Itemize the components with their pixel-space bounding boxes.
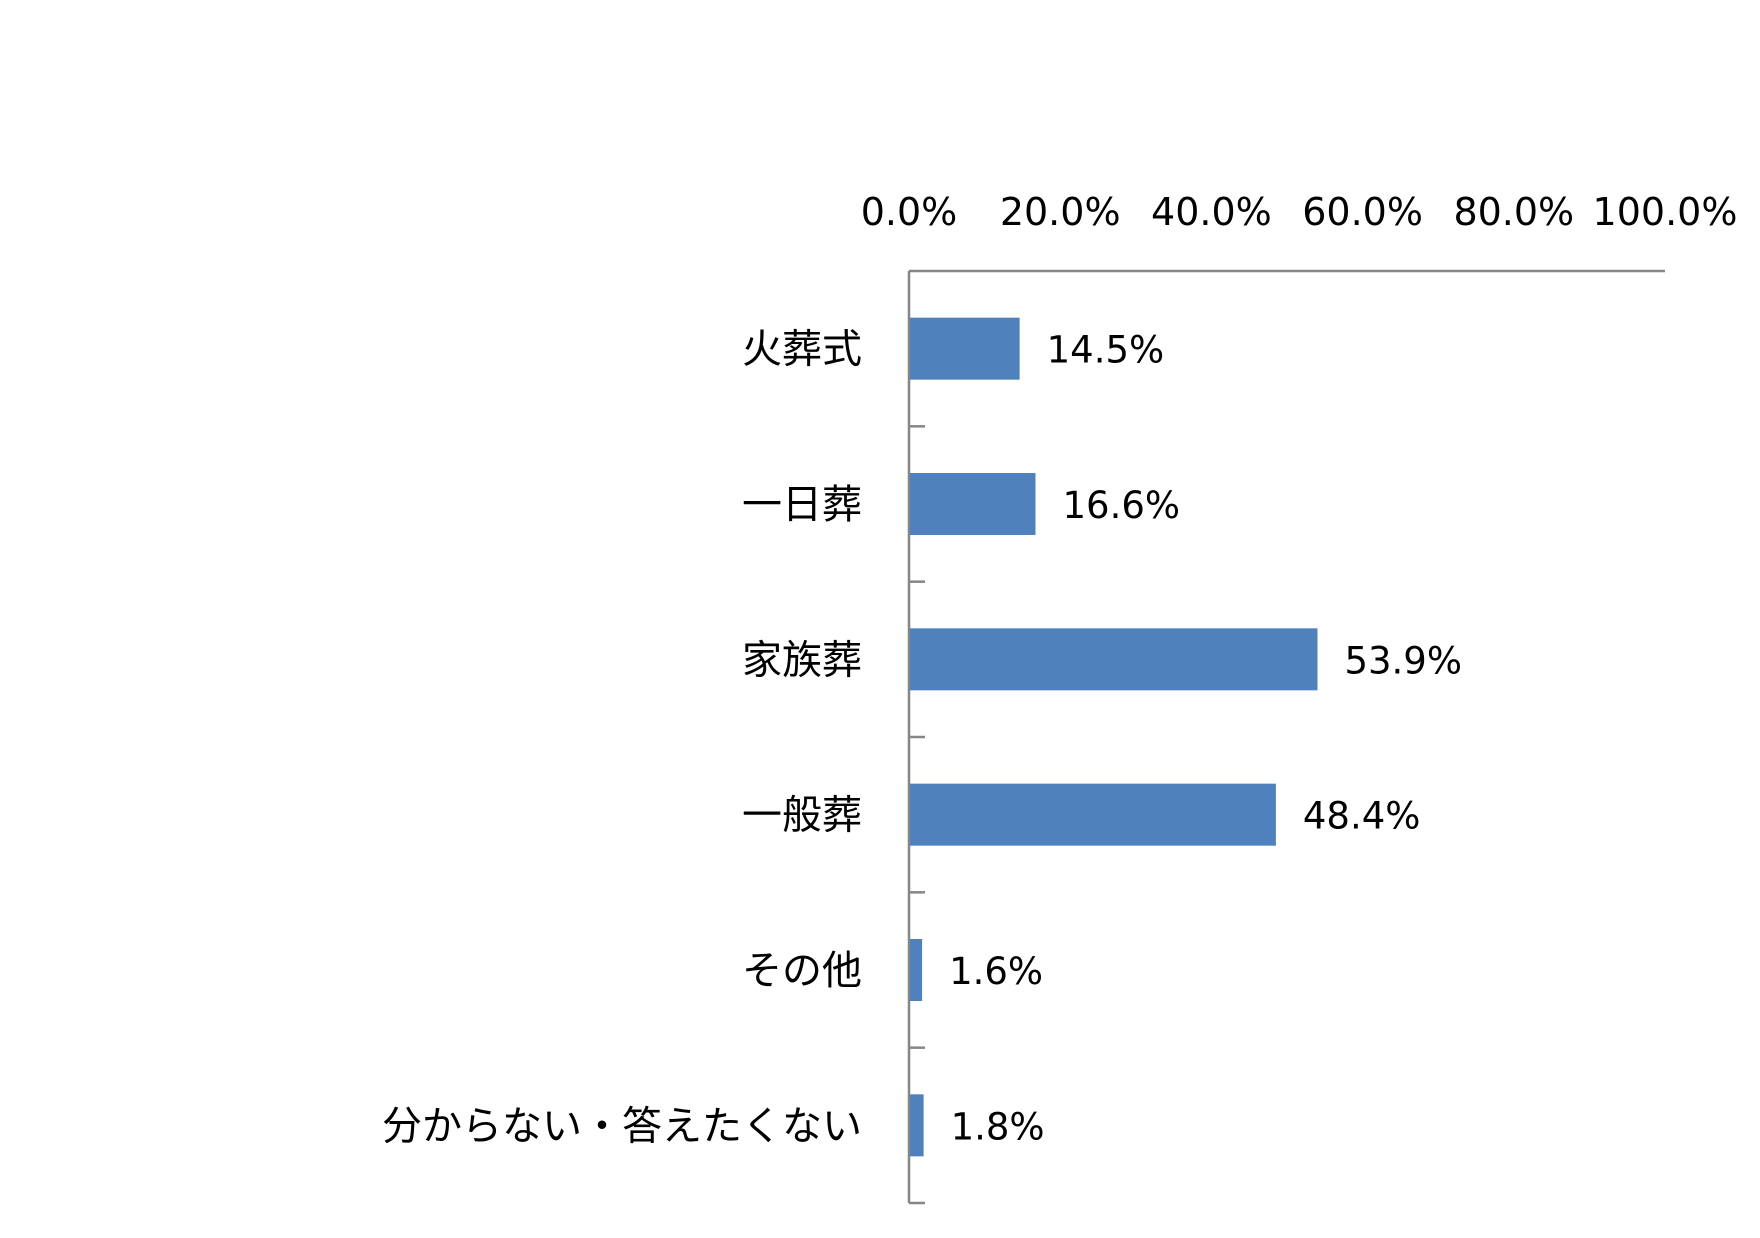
value-labels: 14.5% 16.6% 53.9% 48.4% 1.6% 1.8% bbox=[949, 329, 1462, 1149]
data-label: 1.8% bbox=[951, 1105, 1045, 1148]
x-tick-label: 100.0% bbox=[1593, 190, 1738, 234]
data-label: 53.9% bbox=[1344, 639, 1462, 682]
category-label: 分からない・答えたくない bbox=[382, 1103, 862, 1149]
category-label: 一日葬 bbox=[742, 482, 862, 528]
category-label: 家族葬 bbox=[742, 637, 862, 683]
y-axis bbox=[907, 271, 925, 1205]
category-label: 火葬式 bbox=[742, 327, 862, 373]
data-label: 1.6% bbox=[949, 950, 1043, 993]
x-tick-label: 60.0% bbox=[1302, 190, 1423, 234]
data-label: 14.5% bbox=[1047, 329, 1165, 372]
bar bbox=[910, 317, 1020, 380]
bar bbox=[910, 939, 923, 1001]
bar bbox=[910, 783, 1276, 846]
x-tick-label: 20.0% bbox=[1000, 190, 1121, 234]
bars bbox=[910, 317, 1318, 1157]
bar bbox=[910, 1094, 924, 1157]
x-tick-label: 80.0% bbox=[1453, 190, 1574, 234]
data-label: 16.6% bbox=[1062, 484, 1180, 527]
bar bbox=[910, 628, 1318, 691]
category-label: 一般葬 bbox=[742, 793, 862, 839]
category-label: その他 bbox=[742, 948, 862, 994]
data-label: 48.4% bbox=[1303, 795, 1421, 838]
bar bbox=[910, 473, 1036, 535]
x-tick-label: 0.0% bbox=[861, 190, 958, 234]
x-tick-label: 40.0% bbox=[1151, 190, 1272, 234]
x-axis: 0.0% 20.0% 40.0% 60.0% 80.0% 100.0% bbox=[861, 190, 1738, 273]
